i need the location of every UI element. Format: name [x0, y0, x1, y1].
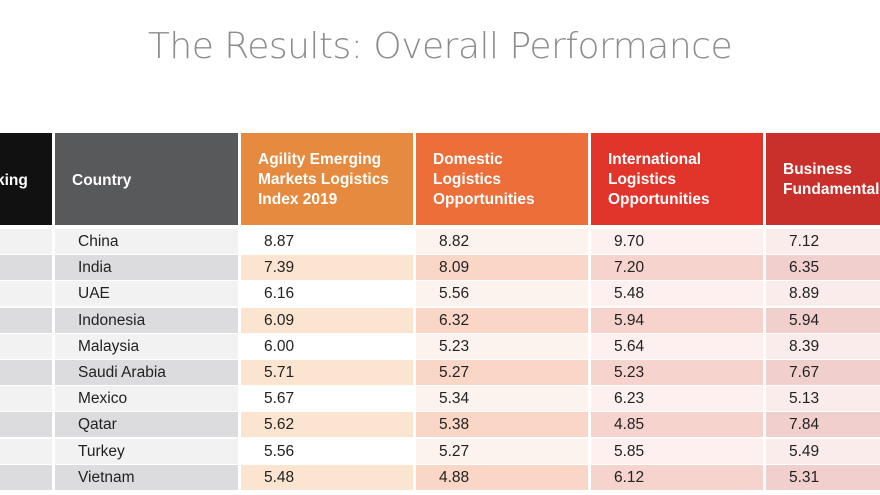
- country-cell: Saudi Arabia: [55, 360, 238, 385]
- ranking-cell: [0, 281, 52, 307]
- header-business-fundamentals: Business Fundamentals: [766, 133, 880, 225]
- business-fundamentals-cell: 5.31: [766, 464, 880, 490]
- country-cell: Vietnam: [55, 464, 238, 490]
- ranking-cell: [0, 333, 52, 359]
- domestic-logistics-cell: 5.27: [416, 360, 588, 385]
- ranking-cell: [0, 386, 52, 412]
- header-ranking-label: king: [0, 172, 28, 189]
- country-cell: Malaysia: [55, 333, 238, 359]
- ranking-cell: [0, 438, 52, 464]
- international-logistics-cell: 5.94: [591, 307, 763, 333]
- business-fundamentals-cell: 8.39: [766, 333, 880, 359]
- header-business-line-2: Fundamentals: [783, 181, 880, 198]
- business-fundamentals-cell: 5.49: [766, 438, 880, 464]
- country-cell: India: [55, 255, 238, 281]
- ranking-cell: [0, 229, 52, 254]
- international-logistics-cell: 5.85: [591, 438, 763, 464]
- header-domestic-line-3: Opportunities: [433, 191, 535, 208]
- header-international-line-2: Logistics: [608, 171, 677, 188]
- header-agility-line-3: Index 2019: [258, 191, 338, 208]
- ranking-cell: [0, 412, 52, 438]
- business-fundamentals-cell: 5.94: [766, 307, 880, 333]
- domestic-logistics-cell: 5.27: [416, 438, 588, 464]
- ranking-cell: [0, 360, 52, 385]
- header-domestic-logistics: Domestic Logistics Opportunities: [416, 133, 588, 225]
- header-international-logistics: International Logistics Opportunities: [591, 133, 763, 225]
- international-logistics-cell: 7.20: [591, 255, 763, 281]
- agility-index-cell: 8.87: [241, 229, 413, 254]
- agility-index-cell: 5.62: [241, 412, 413, 438]
- international-logistics-cell: 6.12: [591, 464, 763, 490]
- domestic-logistics-cell: 6.32: [416, 307, 588, 333]
- domestic-logistics-cell: 5.38: [416, 412, 588, 438]
- domestic-logistics-cell: 5.23: [416, 333, 588, 359]
- international-logistics-cell: 9.70: [591, 229, 763, 254]
- header-domestic-line-1: Domestic: [433, 151, 503, 168]
- business-fundamentals-cell: 5.13: [766, 386, 880, 412]
- domestic-logistics-cell: 8.09: [416, 255, 588, 281]
- header-country-label: Country: [72, 172, 132, 189]
- country-cell: Mexico: [55, 386, 238, 412]
- ranking-cell: [0, 307, 52, 333]
- country-cell: Turkey: [55, 438, 238, 464]
- international-logistics-cell: 4.85: [591, 412, 763, 438]
- agility-index-cell: 6.09: [241, 307, 413, 333]
- header-agility-index: Agility Emerging Markets Logistics Index…: [241, 133, 413, 225]
- page-title: The Results: Overall Performance: [147, 26, 733, 67]
- agility-index-cell: 5.48: [241, 464, 413, 490]
- international-logistics-cell: 5.64: [591, 333, 763, 359]
- agility-index-cell: 6.00: [241, 333, 413, 359]
- international-logistics-cell: 5.48: [591, 281, 763, 307]
- international-logistics-cell: 6.23: [591, 386, 763, 412]
- country-cell: UAE: [55, 281, 238, 307]
- agility-index-cell: 7.39: [241, 255, 413, 281]
- country-cell: Indonesia: [55, 307, 238, 333]
- business-fundamentals-cell: 7.67: [766, 360, 880, 385]
- international-logistics-cell: 5.23: [591, 360, 763, 385]
- header-domestic-line-2: Logistics: [433, 171, 502, 188]
- business-fundamentals-cell: 8.89: [766, 281, 880, 307]
- domestic-logistics-cell: 8.82: [416, 229, 588, 254]
- ranking-cell: [0, 255, 52, 281]
- domestic-logistics-cell: 5.34: [416, 386, 588, 412]
- header-agility-line-2: Markets Logistics: [258, 171, 389, 188]
- header-agility-line-1: Agility Emerging: [258, 151, 382, 168]
- domestic-logistics-cell: 5.56: [416, 281, 588, 307]
- country-cell: China: [55, 229, 238, 254]
- agility-index-cell: 5.67: [241, 386, 413, 412]
- header-international-line-1: International: [608, 151, 702, 168]
- header-business-line-1: Business: [783, 161, 852, 178]
- header-international-line-3: Opportunities: [608, 191, 710, 208]
- business-fundamentals-cell: 6.35: [766, 255, 880, 281]
- ranking-cell: [0, 464, 52, 490]
- country-cell: Qatar: [55, 412, 238, 438]
- agility-index-cell: 5.56: [241, 438, 413, 464]
- business-fundamentals-cell: 7.84: [766, 412, 880, 438]
- agility-index-cell: 6.16: [241, 281, 413, 307]
- agility-index-cell: 5.71: [241, 360, 413, 385]
- business-fundamentals-cell: 7.12: [766, 229, 880, 254]
- domestic-logistics-cell: 4.88: [416, 464, 588, 490]
- header-country: Country: [55, 133, 238, 225]
- header-ranking: king: [0, 133, 52, 225]
